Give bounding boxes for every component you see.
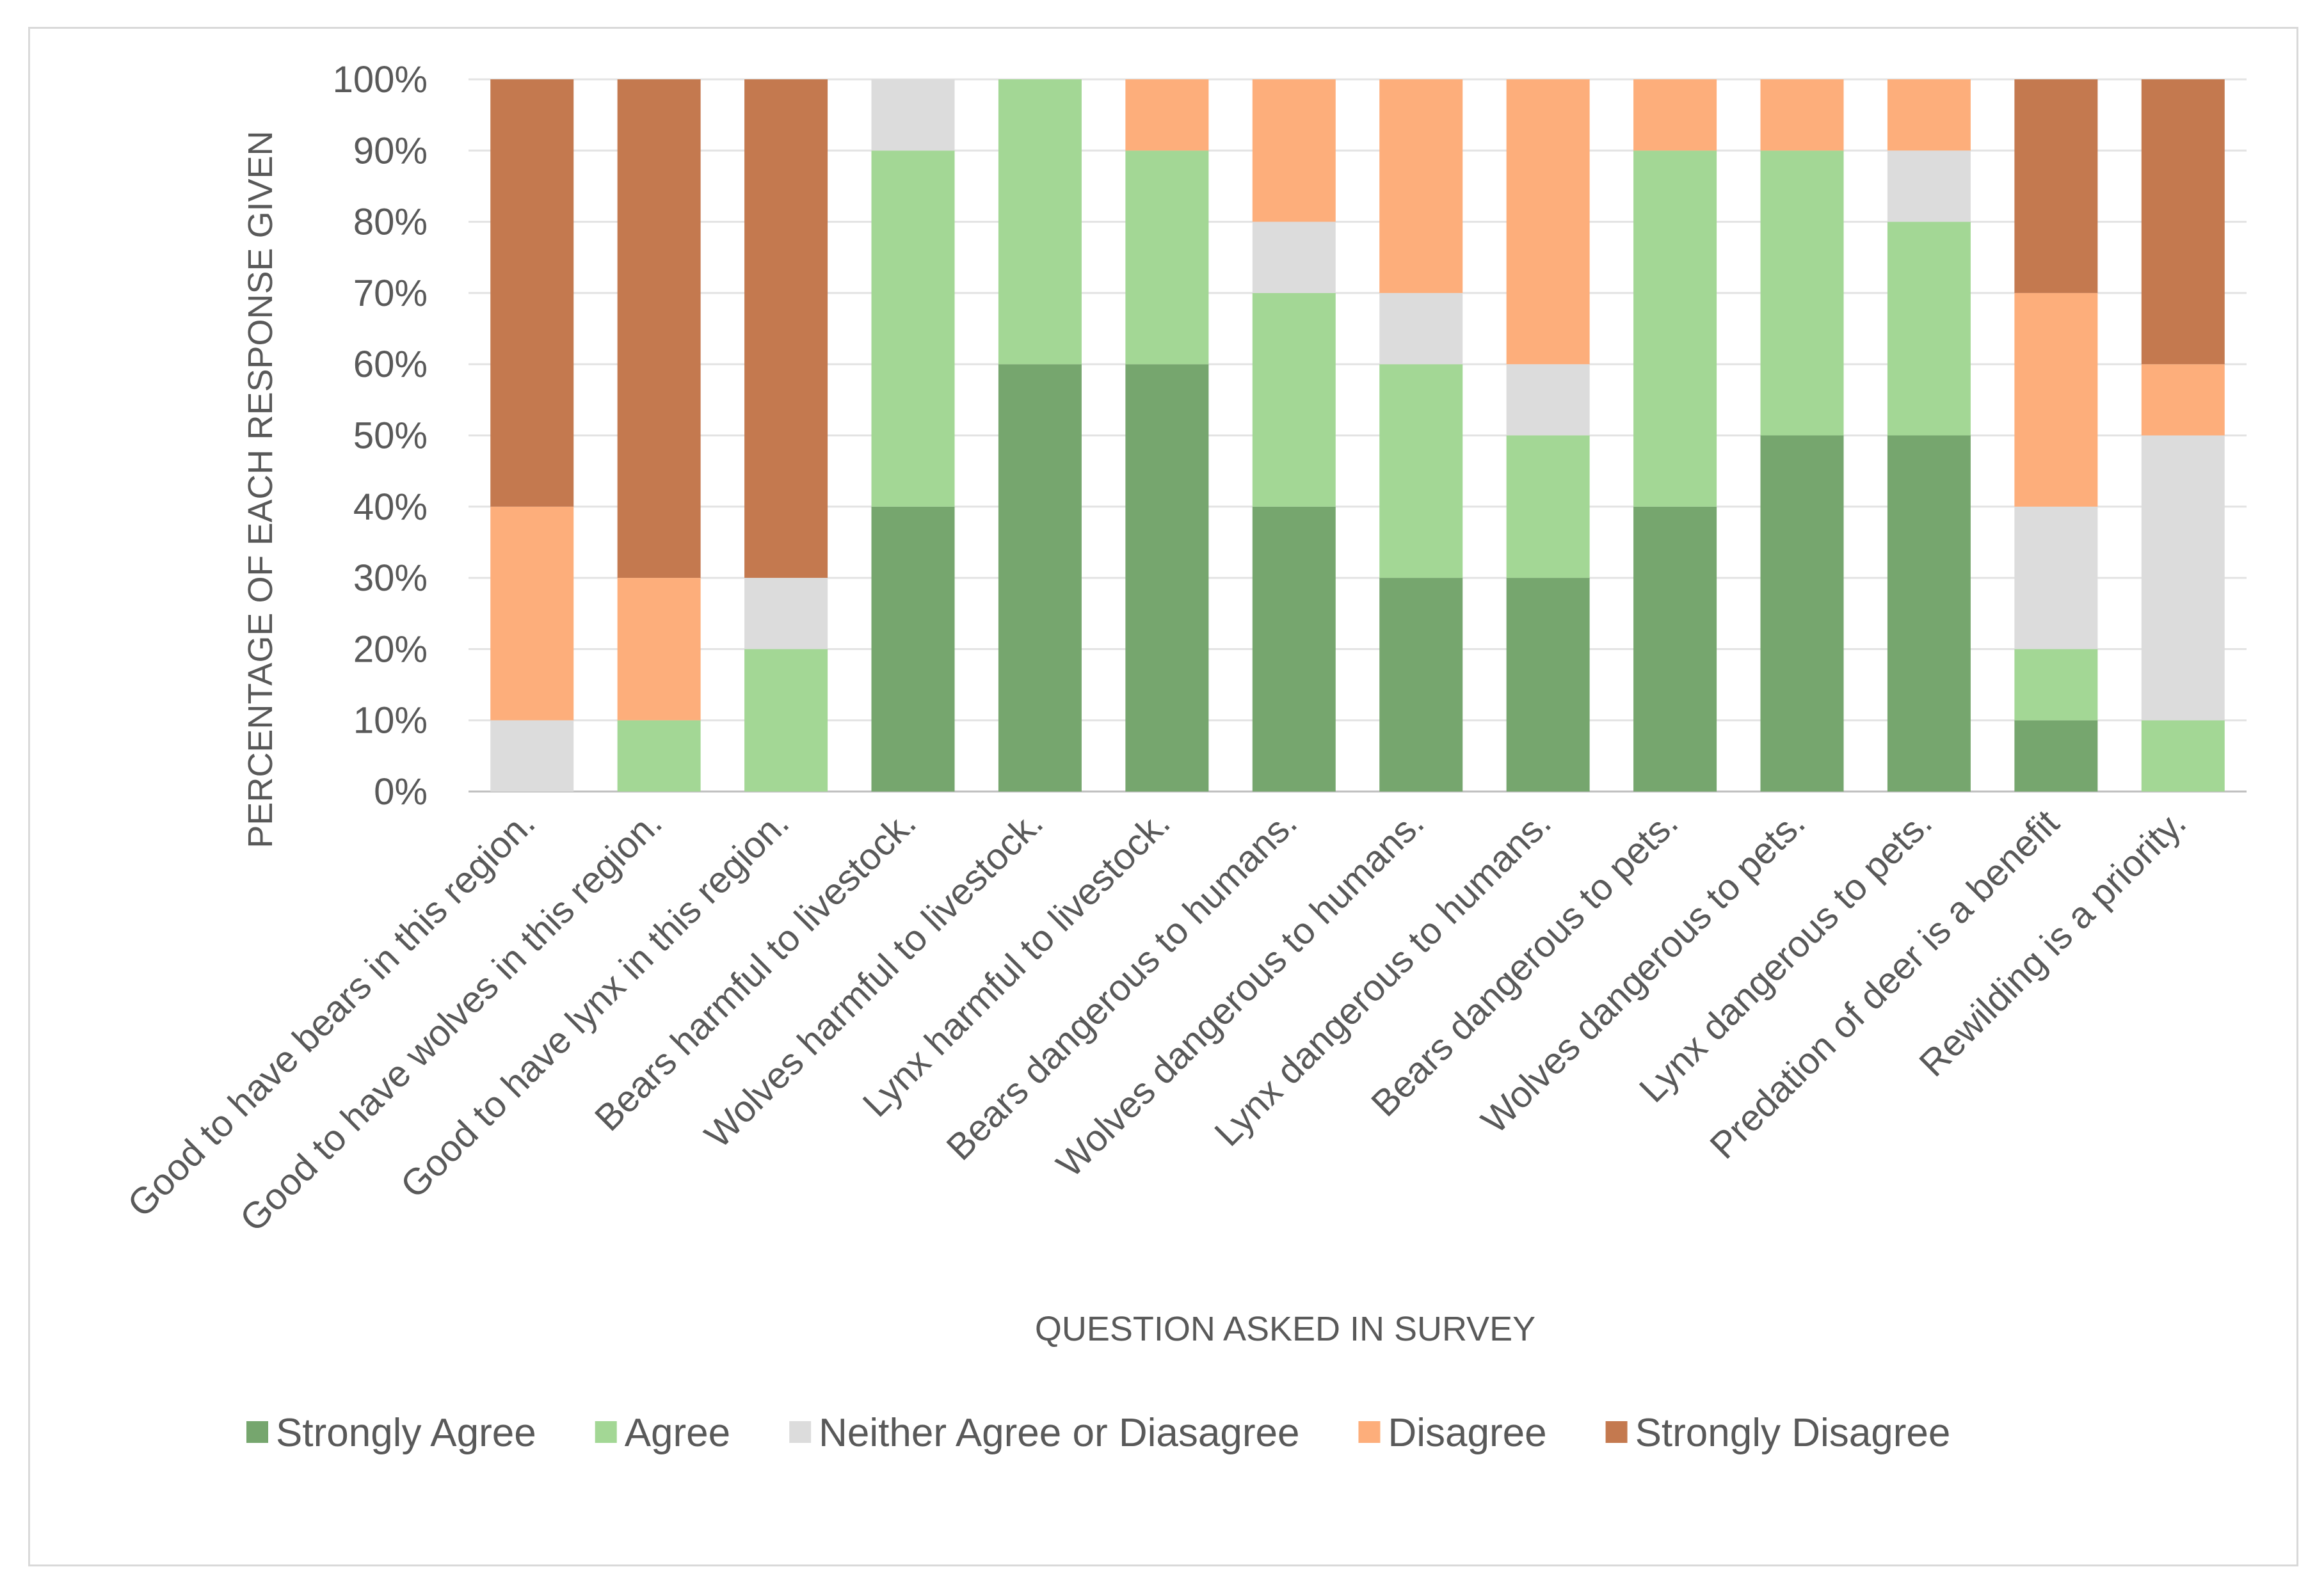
bar-segment (490, 79, 574, 507)
y-tick-label: 20% (353, 628, 428, 670)
bar-segment (1125, 364, 1209, 792)
bar-segment (1887, 79, 1971, 151)
bar-segment (1506, 364, 1590, 436)
legend-swatch (595, 1421, 617, 1443)
bar-segment (1506, 578, 1590, 792)
legend-swatch (1358, 1421, 1381, 1443)
y-tick-labels: 0% 10% 20% 30% 40% 50% 60% 70% 80% 90% 100% (333, 59, 428, 813)
bar-segment (871, 79, 955, 151)
bar-segment (871, 506, 955, 792)
bar-segment (2141, 435, 2225, 720)
bar-segment (1633, 79, 1717, 151)
bar-segment (1252, 292, 1336, 507)
bar-segment (744, 649, 828, 792)
bar-segment (1506, 79, 1590, 365)
bar-segment (1379, 578, 1463, 792)
y-axis-title: PERCENTAGE OF EACH RESPONSE GIVEN (241, 131, 280, 848)
y-tick-label: 100% (333, 59, 428, 100)
bar-segment (1506, 435, 1590, 578)
x-axis-title: QUESTION ASKED IN SURVEY (1035, 1310, 1535, 1348)
y-tick-label: 80% (353, 202, 428, 243)
legend-label: Strongly Disagree (1635, 1411, 1951, 1455)
bar-segment (1379, 364, 1463, 578)
bars (490, 79, 2225, 792)
bar-segment (617, 578, 701, 720)
legend-item: Strongly Disagree (1605, 1411, 1951, 1455)
bar-segment (998, 79, 1082, 365)
bar-segment (1887, 435, 1971, 792)
bar-segment (2141, 720, 2225, 792)
bar-segment (2014, 720, 2098, 792)
bar-segment (998, 364, 1082, 792)
y-tick-label: 90% (353, 130, 428, 171)
bar-segment (2141, 364, 2225, 436)
bar-segment (744, 79, 828, 578)
legend-swatch (246, 1421, 268, 1443)
bar-segment (1760, 150, 1844, 436)
bar-segment (1252, 221, 1336, 293)
legend-item: Disagree (1358, 1411, 1547, 1455)
bar-segment (2014, 649, 2098, 720)
bar-segment (1760, 79, 1844, 151)
bar-segment (1125, 79, 1209, 151)
y-tick-label: 40% (353, 486, 428, 528)
bar-segment (490, 506, 574, 720)
legend: Strongly Agree Agree Neither Agree or Dias… (246, 1411, 1950, 1455)
y-tick-label: 50% (353, 415, 428, 457)
bar-segment (490, 720, 574, 792)
gridlines (469, 78, 2247, 793)
legend-item: Neither Agree or Diasagree (789, 1411, 1299, 1455)
bar-segment (1252, 506, 1336, 792)
bar-segment (617, 720, 701, 792)
bar-segment (871, 150, 955, 507)
y-tick-label: 60% (353, 344, 428, 385)
legend-swatch (1605, 1421, 1628, 1443)
bar-segment (744, 578, 828, 649)
legend-swatch (789, 1421, 812, 1443)
bar-segment (1379, 79, 1463, 293)
bar-segment (1379, 292, 1463, 365)
y-tick-label: 0% (374, 771, 428, 813)
bar-segment (2014, 292, 2098, 507)
legend-label: Agree (625, 1411, 730, 1455)
bar-segment (1633, 506, 1717, 792)
legend-item: Strongly Agree (246, 1411, 536, 1455)
y-tick-label: 30% (353, 557, 428, 599)
bar-segment (1125, 150, 1209, 365)
legend-label: Strongly Agree (276, 1411, 536, 1455)
legend-item: Agree (595, 1411, 730, 1455)
bar-segment (1760, 435, 1844, 792)
bar-segment (2014, 506, 2098, 649)
legend-label: Neither Agree or Diasagree (819, 1411, 1299, 1455)
bar-segment (1887, 221, 1971, 436)
bar-segment (1252, 79, 1336, 222)
y-tick-label: 70% (353, 273, 428, 314)
bar-segment (2014, 79, 2098, 293)
bar-segment (1887, 150, 1971, 222)
bar-segment (617, 79, 701, 578)
bar-segment (2141, 79, 2225, 365)
legend-label: Disagree (1388, 1411, 1546, 1455)
bar-segment (1633, 150, 1717, 507)
x-tick-labels: Good to have bears in this region.Good t… (120, 802, 2194, 1239)
y-tick-label: 10% (353, 700, 428, 742)
